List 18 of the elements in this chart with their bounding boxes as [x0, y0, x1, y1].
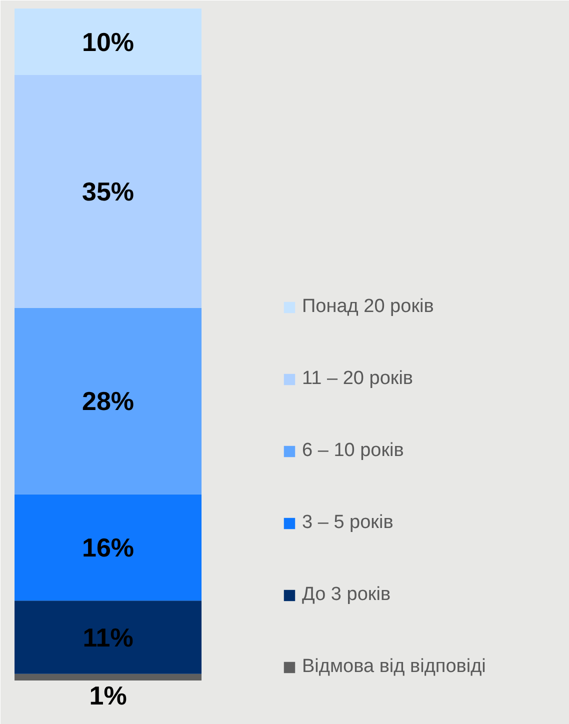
data-label: 35% [82, 176, 134, 206]
data-label: 16% [82, 532, 134, 562]
data-label: 1% [89, 680, 127, 710]
data-label: 10% [82, 26, 134, 57]
legend-label: До 3 років [302, 584, 391, 606]
bar [14, 600, 202, 674]
legend-label: Понад 20 років [302, 296, 434, 318]
legend-label: 11 – 20 років [302, 368, 414, 390]
bar [14, 308, 202, 494]
bar [14, 8, 202, 76]
data-label: 11% [82, 622, 134, 652]
legend-label: 6 – 10 років [302, 440, 404, 462]
data-label: 28% [82, 386, 134, 416]
legend-label: Відмова від відповіді [302, 656, 486, 678]
bar [14, 75, 202, 308]
bar [14, 494, 202, 601]
bar [14, 674, 202, 680]
legend-label: 3 – 5 років [302, 512, 394, 534]
